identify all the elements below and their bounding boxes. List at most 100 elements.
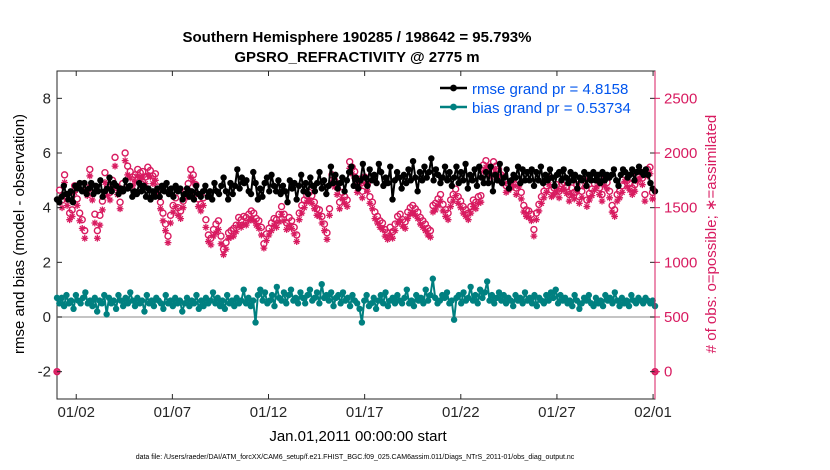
bias-point — [82, 289, 89, 296]
bias-point — [545, 297, 552, 304]
bias-point — [209, 289, 217, 296]
bias-point — [455, 291, 463, 299]
rmse-point — [307, 174, 314, 181]
obs-assimilated-point — [535, 207, 543, 215]
bias-point — [117, 297, 125, 304]
rmse-point — [460, 177, 467, 184]
bias-point — [337, 300, 344, 307]
bias-point — [528, 300, 536, 307]
obs-assimilated-point — [522, 213, 530, 220]
rmse-point — [626, 171, 634, 179]
chart-title: Southern Hemisphere 190285 / 198642 = 95… — [183, 29, 532, 46]
bias-point — [181, 300, 188, 307]
obs-assimilated-point — [58, 204, 66, 212]
obs-assimilated-point — [432, 206, 439, 214]
obs-assimilated-point — [421, 227, 429, 235]
obs-assimilated-point — [134, 172, 142, 180]
obs-assimilated-point — [91, 219, 99, 227]
obs-assimilated-point — [585, 196, 593, 204]
obs-assimilated-point — [457, 204, 465, 212]
obs-possible-point — [482, 156, 490, 165]
rmse-point — [610, 166, 618, 173]
obs-possible-point — [277, 202, 286, 211]
rmse-point — [199, 188, 207, 195]
obs-assimilated-point — [257, 231, 265, 239]
bias-point — [476, 286, 484, 293]
rmse-point — [193, 182, 200, 189]
obs-assimilated-point — [578, 194, 586, 202]
rmse-point — [562, 174, 570, 181]
obs-assimilated-point — [366, 199, 374, 207]
obs-assimilated-point — [437, 197, 444, 205]
legend-bias-marker — [450, 103, 457, 111]
bias-point — [101, 291, 108, 299]
bias-point — [469, 297, 477, 304]
obs-assimilated-point — [139, 173, 147, 181]
obs-assimilated-point — [525, 214, 533, 221]
bias-point — [238, 297, 245, 304]
rmse-point — [423, 174, 430, 181]
bias-point — [578, 300, 585, 307]
x-tick-label: 01/22 — [442, 404, 480, 421]
obs-possible-point — [477, 191, 485, 200]
rmse-point — [521, 177, 529, 184]
rmse-point — [464, 185, 472, 192]
bias-point — [639, 300, 647, 307]
rmse-point — [485, 179, 492, 187]
bias-point — [169, 302, 177, 310]
obs-assimilated-point — [96, 221, 104, 229]
obs-assimilated-point — [316, 213, 323, 220]
rmse-point — [361, 174, 369, 181]
obs-assimilated-point — [381, 232, 389, 240]
rmse-point — [533, 168, 540, 176]
bias-point — [306, 286, 314, 293]
rmse-point — [243, 177, 250, 184]
rmse-point — [266, 188, 273, 195]
rmse-point — [341, 188, 348, 195]
obs-assimilated-point — [225, 234, 232, 242]
rmse-point — [170, 193, 177, 200]
obs-assimilated-point — [220, 251, 227, 259]
rmse-point — [76, 179, 84, 187]
obs-assimilated-point — [482, 163, 490, 171]
bias-point — [219, 297, 226, 304]
obs-assimilated-point — [167, 219, 174, 227]
obs-assimilated-point — [99, 206, 106, 214]
obs-assimilated-point — [86, 172, 94, 180]
bias-point — [171, 294, 179, 302]
bias-point — [311, 294, 318, 302]
rmse-point — [275, 177, 282, 184]
obs-assimilated-point — [278, 210, 285, 218]
bias-point — [316, 300, 323, 307]
bias-point — [93, 308, 101, 315]
bias-point — [240, 286, 247, 293]
bias-point — [618, 294, 626, 302]
rmse-point — [247, 190, 255, 198]
rmse-point — [348, 163, 355, 170]
obs-assimilated-point — [63, 202, 71, 209]
obs-assimilated-point — [558, 186, 566, 194]
rmse-point — [612, 177, 620, 184]
obs-assimilated-point — [283, 226, 291, 233]
obs-possible-point — [222, 238, 230, 247]
bias-point — [335, 291, 342, 299]
rmse-point — [416, 168, 424, 176]
obs-assimilated-point — [300, 204, 308, 212]
rmse-point — [537, 163, 545, 170]
bias-point — [278, 297, 285, 304]
obs-assimilated-point — [616, 194, 624, 202]
obs-assimilated-point — [533, 216, 540, 224]
obs-assimilated-point — [159, 217, 167, 225]
bias-point — [86, 297, 94, 304]
bias-point — [472, 291, 479, 299]
rmse-point — [487, 163, 494, 170]
bias-point — [481, 289, 489, 296]
rmse-point — [448, 182, 456, 189]
left-axis-label: rmse and bias (model - observation) — [11, 114, 28, 354]
legend-rmse-marker — [450, 84, 457, 92]
bias-point — [190, 300, 198, 307]
left-tick-label: 0 — [43, 309, 51, 326]
obs-assimilated-point — [172, 203, 179, 210]
rmse-point — [432, 166, 440, 173]
bias-point — [283, 300, 290, 307]
